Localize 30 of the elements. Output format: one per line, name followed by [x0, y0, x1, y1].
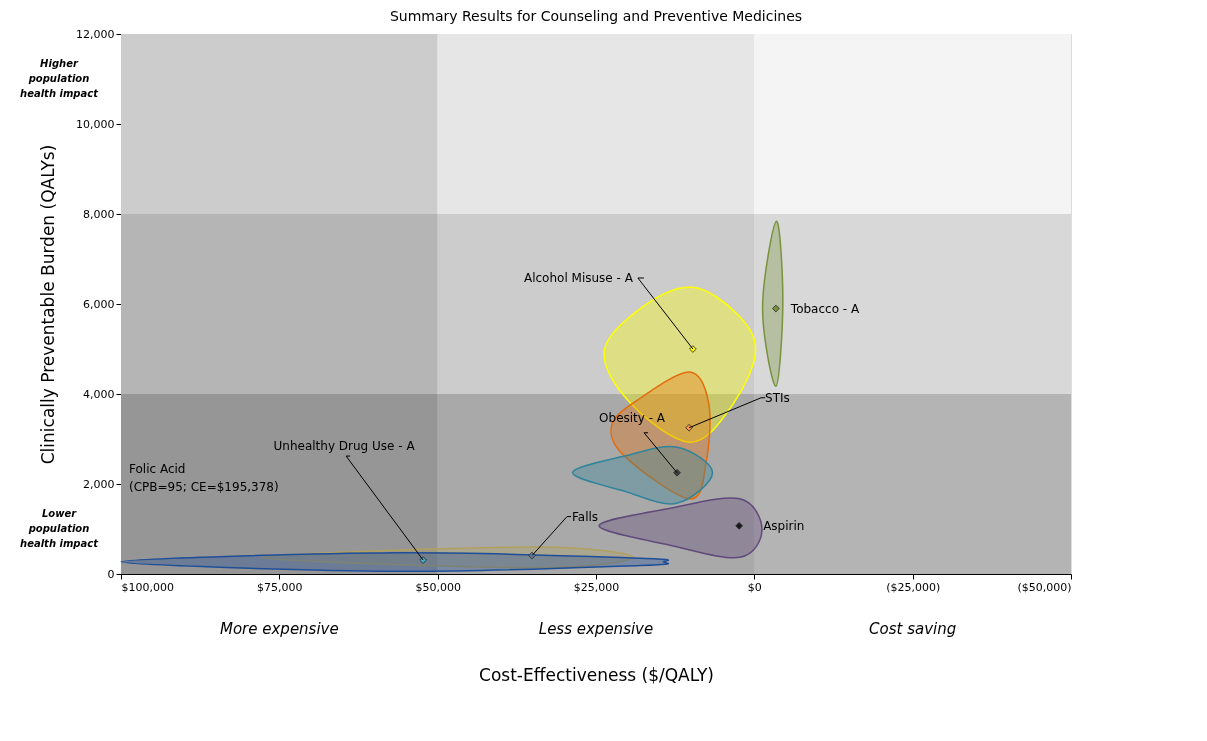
x-axis-title: Cost-Effectiveness ($/QALY) — [479, 664, 714, 685]
y-tick-label: 12,000 — [76, 27, 115, 41]
x-tick-label: ($50,000) — [1017, 580, 1072, 594]
x-tick-label: $25,000 — [573, 580, 620, 594]
text: Unhealthy Drug Use - A — [273, 439, 416, 454]
series-label: Aspirin — [763, 518, 805, 533]
text: Obesity - A — [599, 410, 666, 425]
y-tick-label: 10,000 — [76, 117, 115, 131]
y-axis-title: Clinically Preventable Burden (QALYs) — [38, 144, 59, 465]
y-tick-label: 8,000 — [83, 207, 115, 221]
text: Less expensive — [538, 620, 654, 638]
y-tick-label: 4,000 — [83, 387, 115, 401]
series-label: Tobacco - A — [789, 301, 860, 316]
text: STIs — [765, 390, 790, 405]
text: Alcohol Misuse - A — [523, 271, 634, 285]
chart-title: Summary Results for Counseling and Preventive Medicines — [389, 8, 803, 24]
text: Falls — [572, 509, 599, 524]
text: More expensive — [219, 620, 339, 638]
y-tick-label: 0 — [107, 567, 115, 581]
y-tick-label: 6,000 — [83, 297, 115, 311]
y-tick-label: 2,000 — [83, 477, 115, 491]
annotation: Folic Acid (CPB=95; CE=$195,378) — [129, 462, 279, 494]
text: Higher population health impact — [20, 58, 100, 99]
x-tick-label: $0 — [747, 580, 762, 594]
text: Lower population health impact — [20, 508, 100, 549]
x-tick-label: ($25,000) — [886, 580, 941, 594]
text: Cost saving — [869, 620, 957, 638]
x-tick-label: $75,000 — [257, 580, 303, 594]
x-tick-label: $100,000 — [121, 580, 174, 594]
x-tick-label: $50,000 — [415, 580, 461, 594]
